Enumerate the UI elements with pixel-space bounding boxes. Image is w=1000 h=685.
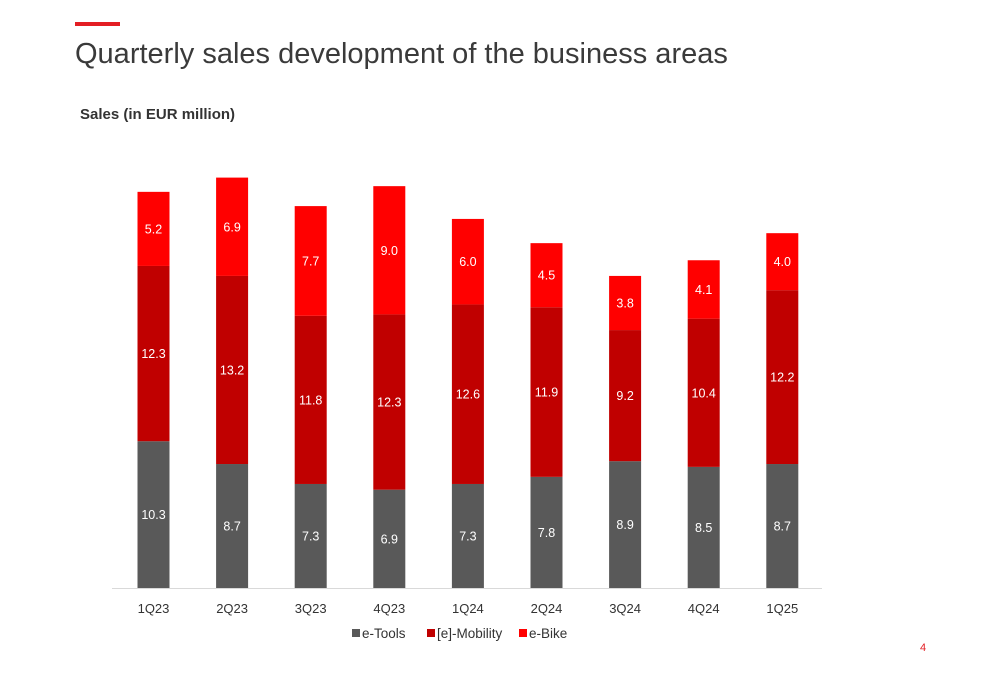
data-label-1q25-series-3: 4.0 (774, 255, 791, 269)
data-label-2q24-series-2: 11.9 (535, 386, 558, 400)
bar-segment-1q24-series-1 (451, 483, 484, 588)
x-tick-label-1q25: 1Q25 (766, 601, 798, 616)
data-label-3q23-series-1: 7.3 (302, 529, 319, 543)
data-label-3q24-series-2: 9.2 (616, 389, 633, 403)
x-tick-label-1q23: 1Q23 (138, 601, 170, 616)
bar-segment-3q23-series-3 (294, 206, 327, 316)
data-label-3q24-series-1: 8.9 (616, 518, 633, 532)
data-label-1q23-series-1: 10.3 (141, 508, 165, 522)
bar-segment-3q24-series-1 (609, 461, 642, 588)
bar-segment-4q24-series-2 (687, 318, 720, 467)
data-label-4q24-series-3: 4.1 (695, 283, 712, 297)
data-label-4q23-series-2: 12.3 (377, 396, 401, 410)
data-label-3q23-series-3: 7.7 (302, 254, 319, 268)
bar-segment-3q24-series-2 (609, 330, 642, 462)
bar-segment-1q25-series-1 (766, 464, 799, 588)
chart-subtitle: Sales (in EUR million) (80, 106, 236, 123)
x-tick-label-4q23: 4Q23 (373, 601, 405, 616)
data-label-3q24-series-3: 3.8 (616, 297, 633, 311)
legend-label-series-1: e-Tools (362, 626, 406, 641)
data-label-3q23-series-2: 11.8 (299, 393, 322, 407)
data-label-1q24-series-2: 12.6 (456, 388, 480, 402)
data-label-1q23-series-2: 12.3 (141, 347, 165, 361)
data-label-1q24-series-1: 7.3 (459, 529, 476, 543)
x-tick-label-4q24: 4Q24 (688, 601, 720, 616)
bar-segment-4q23-series-1 (373, 489, 406, 588)
data-label-1q24-series-3: 6.0 (459, 255, 476, 269)
bar-segment-2q24-series-2 (530, 307, 563, 477)
data-label-1q23-series-3: 5.2 (145, 222, 162, 236)
data-label-4q24-series-2: 10.4 (692, 386, 716, 400)
legend-swatch-series-2 (427, 629, 435, 637)
data-label-2q23-series-1: 8.7 (223, 520, 240, 534)
data-label-1q25-series-1: 8.7 (774, 520, 791, 534)
x-tick-label-3q23: 3Q23 (295, 601, 327, 616)
bar-segment-1q23-series-3 (137, 191, 170, 266)
x-tick-label-3q24: 3Q24 (609, 601, 641, 616)
page-number: 4 (920, 642, 927, 654)
bar-segment-4q24-series-1 (687, 466, 720, 588)
page-title: Quarterly sales development of the busin… (75, 38, 728, 70)
legend-label-series-2: [e]-Mobility (437, 626, 503, 641)
legend-label-series-3: e-Bike (529, 626, 567, 641)
bar-segment-2q24-series-3 (530, 243, 563, 308)
data-label-4q24-series-1: 8.5 (695, 521, 712, 535)
x-tick-label-2q23: 2Q23 (216, 601, 248, 616)
bar-segment-3q23-series-1 (294, 483, 327, 588)
bar-segment-4q24-series-3 (687, 260, 720, 319)
data-label-2q23-series-2: 13.2 (220, 363, 244, 377)
data-label-2q23-series-3: 6.9 (223, 220, 240, 234)
bar-segment-4q23-series-3 (373, 186, 406, 315)
bar-segment-1q25-series-2 (766, 290, 799, 465)
data-label-4q23-series-1: 6.9 (381, 532, 398, 546)
bar-segment-2q23-series-2 (216, 275, 249, 465)
x-tick-label-2q24: 2Q24 (531, 601, 563, 616)
bar-segment-2q23-series-3 (216, 177, 249, 276)
bar-segment-1q25-series-3 (766, 233, 799, 291)
bar-segment-1q24-series-3 (451, 218, 484, 305)
bar-segment-4q23-series-2 (373, 314, 406, 490)
title-accent-bar (75, 22, 120, 26)
bar-segment-1q23-series-2 (137, 265, 170, 442)
legend-swatch-series-1 (352, 629, 360, 637)
bar-segment-2q23-series-1 (216, 464, 249, 588)
bar-segment-1q24-series-2 (451, 304, 484, 484)
data-label-4q23-series-3: 9.0 (381, 244, 398, 258)
bar-segment-1q23-series-1 (137, 441, 170, 588)
x-tick-label-1q24: 1Q24 (452, 601, 484, 616)
legend-swatch-series-3 (519, 629, 527, 637)
bar-segment-3q24-series-3 (609, 275, 642, 331)
data-label-1q25-series-2: 12.2 (770, 371, 794, 385)
data-label-2q24-series-1: 7.8 (538, 526, 555, 540)
bar-segment-3q23-series-2 (294, 315, 327, 484)
bar-segment-2q24-series-1 (530, 476, 563, 588)
data-label-2q24-series-3: 4.5 (538, 269, 555, 283)
